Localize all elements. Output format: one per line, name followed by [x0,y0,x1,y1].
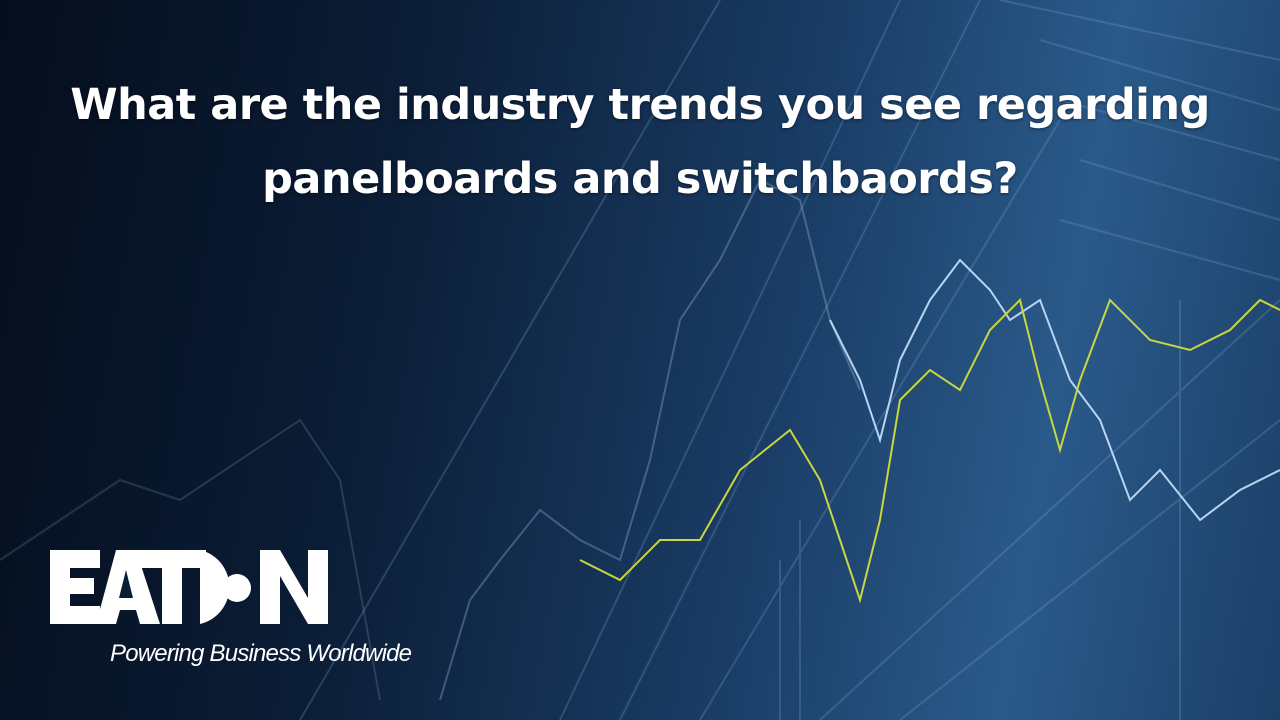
trend-line-light [829,258,1280,522]
brand-tagline: Powering Business Worldwide [110,640,412,667]
building-lines [299,0,1280,720]
trend-line-yellow [579,298,1280,604]
eaton-logo [50,550,328,624]
trend-line-faint [439,178,861,701]
title-line-1: What are the industry trends you see reg… [70,80,1210,130]
title-line-2: panelboards and switchbaords? [262,154,1018,204]
slide-title: What are the industry trends you see reg… [0,68,1280,216]
trend-line-faint-left [0,418,381,701]
